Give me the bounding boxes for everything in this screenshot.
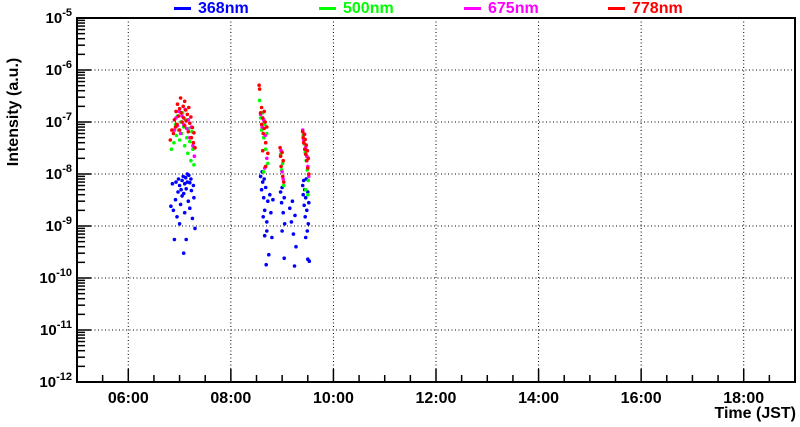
y-tick-label: 10-7: [46, 111, 72, 131]
x-tick-label: 08:00: [210, 390, 251, 407]
y-tick-label: 10-6: [46, 59, 72, 79]
x-tick-label: 14:00: [518, 390, 559, 407]
x-tick-label: 18:00: [723, 390, 764, 407]
y-tick-label: 10-8: [46, 163, 72, 183]
axis-ticks: [78, 17, 771, 383]
x-tick-label: 12:00: [416, 390, 457, 407]
legend-item-778nm: 778nm: [608, 0, 683, 17]
legend: 368nm 500nm 675nm 778nm: [0, 0, 800, 17]
x-tick-label: 06:00: [108, 390, 149, 407]
series-778nm-points: [168, 83, 311, 184]
legend-label-675nm: 675nm: [488, 0, 539, 17]
x-tick-label: 16:00: [621, 390, 662, 407]
legend-label-368nm: 368nm: [198, 0, 249, 17]
legend-label-778nm: 778nm: [632, 0, 683, 17]
y-tick-label: 10-11: [40, 319, 72, 339]
legend-item-675nm: 675nm: [464, 0, 539, 17]
x-tick-label: 10:00: [313, 390, 354, 407]
gridlines: [77, 18, 795, 382]
y-tick-label: 10-12: [39, 371, 72, 391]
y-tick-label: 10-10: [39, 267, 72, 287]
legend-item-368nm: 368nm: [174, 0, 249, 17]
x-axis-title: Time (JST): [714, 405, 797, 422]
y-tick-label: 10-9: [46, 215, 72, 235]
legend-marker-778nm-icon: [608, 7, 625, 10]
legend-marker-675nm-icon: [464, 7, 481, 10]
legend-marker-368nm-icon: [174, 7, 191, 10]
legend-marker-500nm-icon: [319, 7, 336, 10]
series-368nm-points: [169, 170, 312, 268]
legend-item-500nm: 500nm: [319, 0, 394, 17]
legend-label-500nm: 500nm: [343, 0, 394, 17]
plot-frame: [76, 17, 796, 383]
y-axis-title: Intensity (a.u.): [5, 57, 22, 167]
